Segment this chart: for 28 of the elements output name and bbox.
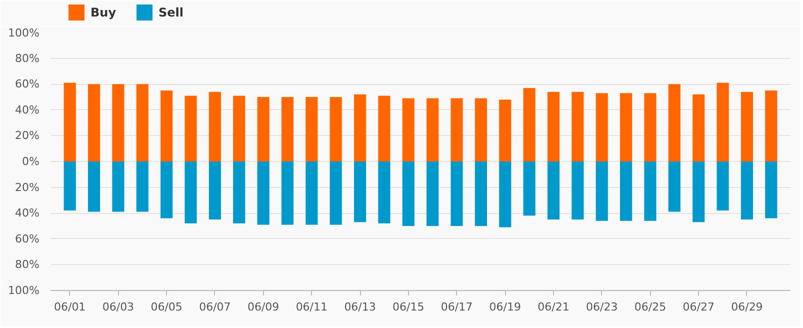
x-tick-label: 06/13 (344, 300, 376, 314)
y-tick-label: 100% (8, 26, 40, 40)
y-tick-label: 0% (22, 155, 40, 168)
y-tick-label: 40% (15, 206, 40, 220)
y-tick-label: 60% (15, 78, 40, 91)
y-tick-label: 80% (15, 258, 40, 272)
x-tick-label: 06/23 (586, 300, 618, 314)
x-tick-label: 06/05 (150, 300, 182, 314)
y-tick-label: 80% (15, 52, 40, 65)
x-tick-label: 06/27 (682, 300, 714, 314)
y-tick-label: 20% (15, 129, 40, 142)
x-tick-label: 06/07 (199, 300, 231, 314)
x-tick-label: 06/01 (54, 300, 86, 314)
x-tick-label: 06/11 (296, 300, 328, 314)
x-tick-label: 06/25 (634, 300, 666, 314)
x-tick-label: 06/15 (392, 300, 424, 314)
x-tick-label: 06/19 (489, 300, 521, 314)
y-tick-label: 40% (15, 103, 40, 116)
y-tick-label: 20% (15, 180, 40, 194)
y-tick-label: 100% (8, 284, 40, 297)
x-tick-label: 06/17 (440, 300, 473, 314)
legend-label: Buy (90, 6, 116, 20)
x-tick-label: 06/03 (102, 300, 134, 314)
x-tick-label: 06/29 (731, 300, 763, 314)
x-tick-label: 06/09 (247, 300, 280, 314)
x-tick-label: 06/21 (538, 300, 570, 314)
y-tick-label: 60% (15, 232, 40, 246)
legend-label: Sell (158, 6, 184, 20)
